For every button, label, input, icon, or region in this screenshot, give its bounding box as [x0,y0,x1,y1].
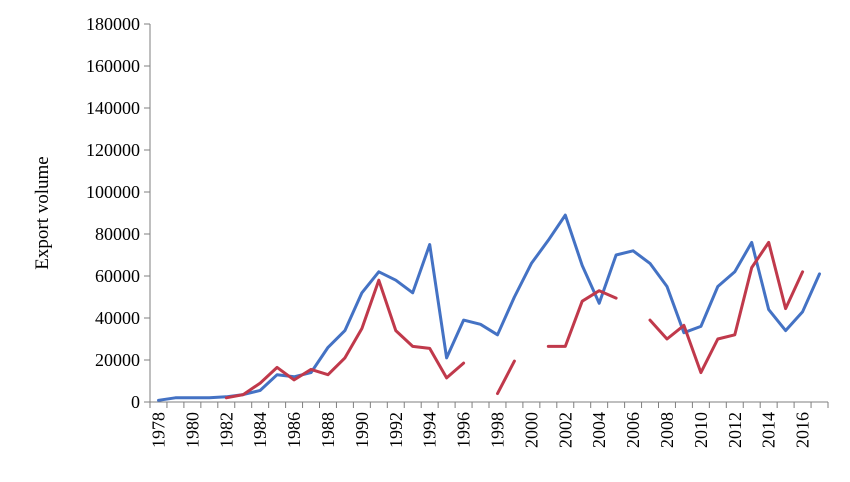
y-tick-label: 140000 [86,98,140,118]
x-axis: 1978 1980 1982 1984 1986 1988 1990 1992 1994 1996… [148,401,829,448]
y-axis: 0 20000 40000 60000 80000 100000 120000 140000 1… [86,14,151,412]
y-tick-label: 60000 [95,266,140,286]
series-1 [157,213,821,402]
y-tick-label: 160000 [86,56,140,76]
y-tick-label: 180000 [86,14,140,34]
x-tick-label: 2008 [657,412,677,448]
x-tick-label: 1980 [182,412,202,448]
y-tick-label: 80000 [95,224,140,244]
y-tick-labels: 0 20000 40000 60000 80000 100000 120000 140000 1… [86,14,140,412]
y-axis-title: Export volume [32,156,53,269]
x-tick-label: 2012 [725,412,745,448]
x-tick-label: 1978 [148,412,168,448]
series-layer [157,213,821,402]
x-ticks [149,402,829,408]
x-tick-label: 2006 [623,412,643,448]
series-2-line [496,359,516,396]
x-tick-label: 2016 [793,412,813,448]
series-2 [224,240,805,400]
x-tick-label: 1996 [454,412,474,448]
y-tick-label: 20000 [95,350,140,370]
x-tick-label: 1986 [284,412,304,448]
series-2-line [224,278,466,400]
series-2-line [546,289,618,348]
y-tick-label: 100000 [86,182,140,202]
x-tick-label: 1992 [386,412,406,448]
x-tick-label: 1988 [318,412,338,448]
x-tick-label: 1990 [352,412,372,448]
x-tick-label: 1982 [216,412,236,448]
x-tick-label: 2000 [521,412,541,448]
x-tick-label: 1998 [487,412,507,448]
y-ticks [144,23,150,403]
x-tick-labels: 1978 1980 1982 1984 1986 1988 1990 1992 1994 1996… [148,412,812,448]
x-tick-label: 2004 [589,412,609,448]
y-tick-label: 120000 [86,140,140,160]
x-tick-label: 2010 [691,412,711,448]
series-2-line [648,240,805,375]
x-tick-label: 2002 [555,412,575,448]
x-tick-label: 2014 [759,412,779,448]
y-tick-label: 40000 [95,308,140,328]
y-tick-label: 0 [131,392,140,412]
x-tick-label: 1984 [250,412,270,448]
series-1-line [157,213,821,402]
x-tick-label: 1994 [420,412,440,448]
